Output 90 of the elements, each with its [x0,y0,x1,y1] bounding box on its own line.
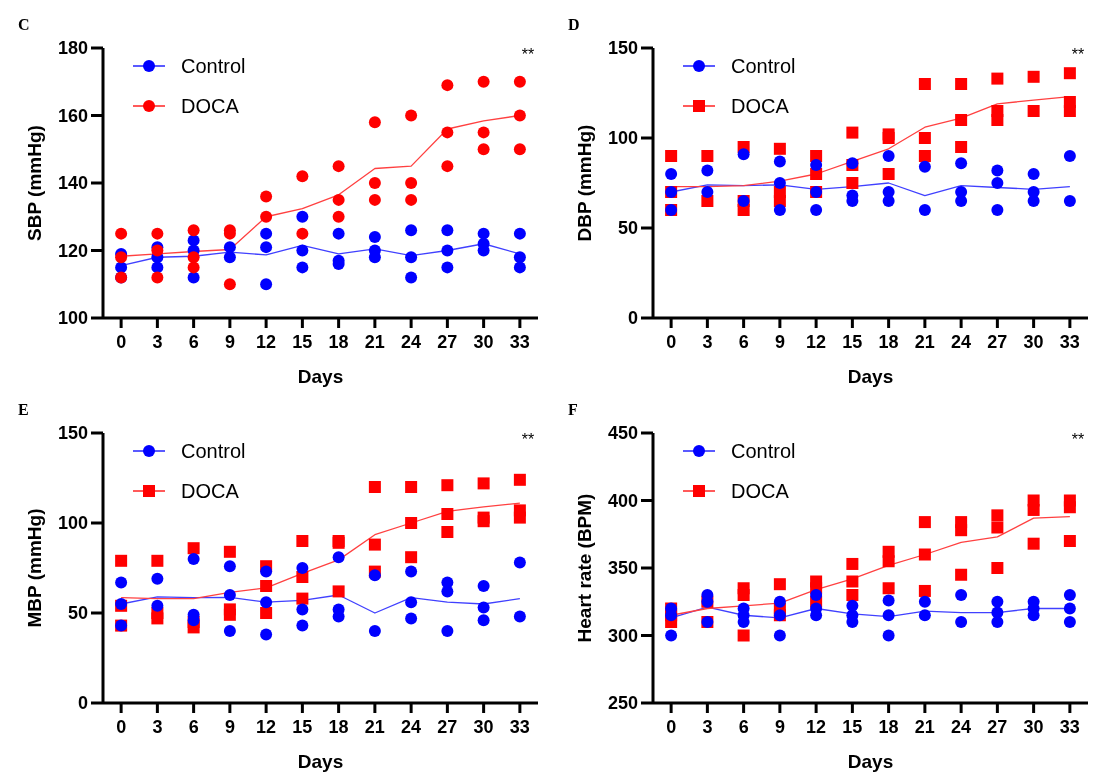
legend-label: Control [181,440,246,462]
legend-label: DOCA [731,480,790,502]
y-tick-label: 100 [57,513,88,534]
x-axis-title: Days [297,751,344,772]
annotation: ** [1071,431,1085,448]
x-tick-label: 30 [1023,717,1044,737]
x-tick-label: 3 [152,332,163,352]
chart-title: F [568,401,578,418]
x-tick-label: 18 [878,717,899,737]
y-tick-label: 0 [627,308,638,329]
x-tick-label: 18 [328,332,349,352]
x-tick-label: 6 [188,717,199,737]
x-tick-label: 3 [152,717,163,737]
y-tick-label: 50 [67,603,88,624]
x-tick-label: 21 [364,717,385,737]
y-tick-label: 120 [57,240,88,261]
x-tick-label: 24 [401,717,422,737]
y-axis-title: Heart rate (BPM) [574,493,595,643]
y-axis-title: SBP (mmHg) [24,125,45,241]
x-tick-label: 18 [878,332,899,352]
y-tick-label: 140 [57,173,88,194]
x-tick-label: 9 [774,717,785,737]
x-tick-label: 27 [437,332,458,352]
y-tick-label: 100 [607,128,638,149]
y-tick-label: 450 [607,423,638,444]
legend-label: DOCA [731,95,790,117]
x-tick-label: 3 [702,717,713,737]
x-tick-label: 0 [116,717,127,737]
x-tick-label: 33 [1059,717,1080,737]
x-tick-label: 15 [842,332,863,352]
annotation: ** [521,431,535,448]
x-tick-label: 24 [951,717,972,737]
x-tick-label: 33 [509,717,530,737]
x-tick-label: 27 [987,717,1008,737]
chart-title: E [18,401,29,418]
x-tick-label: 30 [473,717,494,737]
x-tick-label: 15 [292,717,313,737]
annotation: ** [521,46,535,63]
y-tick-label: 350 [607,558,638,579]
y-tick-label: 400 [607,490,638,511]
x-axis-title: Days [847,366,894,387]
x-tick-label: 21 [364,332,385,352]
x-tick-label: 24 [951,332,972,352]
x-tick-label: 15 [292,332,313,352]
x-tick-label: 6 [738,332,749,352]
y-tick-label: 150 [607,38,638,59]
x-tick-label: 9 [224,717,235,737]
y-tick-label: 150 [57,423,88,444]
x-tick-label: 9 [774,332,785,352]
x-tick-label: 21 [914,332,935,352]
y-tick-label: 160 [57,105,88,126]
legend-label: Control [731,440,796,462]
x-tick-label: 6 [188,332,199,352]
chart-title: C [18,16,30,33]
x-tick-label: 30 [473,332,494,352]
x-tick-label: 3 [702,332,713,352]
y-tick-label: 50 [617,218,638,239]
legend-label: DOCA [181,480,240,502]
legend-label: Control [731,55,796,77]
x-tick-label: 33 [509,332,530,352]
y-tick-label: 250 [607,693,638,714]
x-tick-label: 15 [842,717,863,737]
y-axis-title: DBP (mmHg) [574,124,595,242]
x-tick-label: 0 [666,332,677,352]
x-tick-label: 12 [806,717,827,737]
x-tick-label: 33 [1059,332,1080,352]
x-tick-label: 21 [914,717,935,737]
y-axis-title: MBP (mmHg) [24,508,45,628]
annotation: ** [1071,46,1085,63]
x-tick-label: 6 [738,717,749,737]
legend-label: Control [181,55,246,77]
x-tick-label: 27 [437,717,458,737]
x-tick-label: 30 [1023,332,1044,352]
y-tick-label: 180 [57,38,88,59]
x-tick-label: 0 [666,717,677,737]
x-tick-label: 24 [401,332,422,352]
x-tick-label: 18 [328,717,349,737]
x-tick-label: 12 [256,717,277,737]
chart-title: D [568,16,580,33]
x-axis-title: Days [847,751,894,772]
x-tick-label: 12 [806,332,827,352]
x-tick-label: 9 [224,332,235,352]
x-tick-label: 12 [256,332,277,352]
x-axis-title: Days [297,366,344,387]
y-tick-label: 300 [607,625,638,646]
x-tick-label: 27 [987,332,1008,352]
y-tick-label: 0 [77,693,88,714]
x-tick-label: 0 [116,332,127,352]
legend-label: DOCA [181,95,240,117]
y-tick-label: 100 [57,308,88,329]
